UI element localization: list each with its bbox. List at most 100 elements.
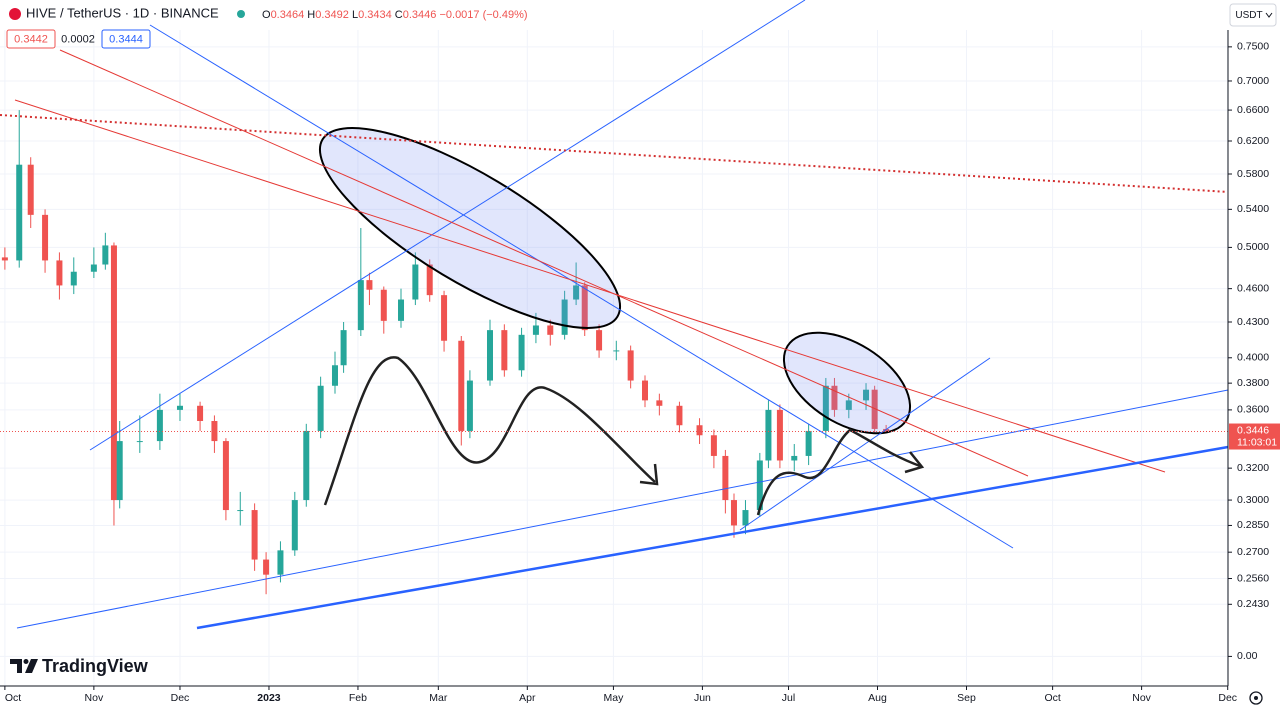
currency-selector[interactable] <box>1229 3 1277 27</box>
y-tick-label: 0.3200 <box>1237 462 1269 474</box>
trend-line <box>739 357 991 531</box>
candle-body <box>863 389 870 401</box>
candle-body <box>441 295 448 341</box>
y-tick-label: 0.6200 <box>1237 135 1269 147</box>
candle-body <box>486 330 493 381</box>
candle-body <box>102 245 109 265</box>
logo-mark <box>10 659 22 673</box>
candle-body <box>613 350 620 352</box>
price-axis: 0.7500 0.7000 0.6600 0.6200 0.5800 0.5400 0.50… <box>1228 41 1280 662</box>
trend-line <box>89 0 806 451</box>
candle-body <box>331 365 338 386</box>
symbol-icon <box>9 8 21 20</box>
candle-body <box>466 380 473 431</box>
legend-label: L <box>352 9 358 21</box>
highlight-ellipse <box>782 331 912 435</box>
y-tick-label: 0.4300 <box>1237 316 1269 328</box>
candle-body <box>56 260 63 286</box>
y-tick-label: 0.5000 <box>1237 241 1269 253</box>
drawings <box>0 0 1229 630</box>
candle-body <box>16 164 23 261</box>
candle-body <box>822 385 829 431</box>
legend-value: 0.3446 <box>403 9 437 21</box>
candle-body <box>696 425 703 436</box>
candle-body <box>765 409 772 461</box>
highlight-ellipse <box>318 127 622 329</box>
candle-body <box>458 340 465 431</box>
candle-body <box>532 325 539 335</box>
candle-body <box>27 164 34 215</box>
candle-body <box>263 559 270 575</box>
x-tick-label: Apr <box>519 692 536 704</box>
candle-body <box>722 455 729 501</box>
trend-line <box>14 99 1166 473</box>
time-axis: Oct Nov Dec 2023 Feb Mar Apr May Jun Jul Aug Sep Oct… <box>4 686 1237 704</box>
dropdown-caret <box>1265 12 1273 18</box>
candle-body <box>547 325 554 335</box>
y-tick-label: 0.5800 <box>1237 168 1269 180</box>
x-tick-label: Oct <box>1044 692 1060 704</box>
candle-body <box>501 330 508 371</box>
settings-icon-center <box>1254 696 1258 700</box>
candle-body <box>317 385 324 431</box>
candle-body <box>642 380 649 401</box>
candle-body <box>845 400 852 410</box>
y-tick-label: 0.4600 <box>1237 282 1269 294</box>
candle-body <box>222 441 229 511</box>
candle-body <box>303 430 310 501</box>
candle-body <box>412 264 419 300</box>
candle-body <box>871 389 878 429</box>
ask-price: 0.3444 <box>109 33 143 45</box>
x-tick-label: Jul <box>782 692 795 704</box>
candle-body <box>237 510 244 512</box>
trend-line <box>0 114 1229 193</box>
candle-body <box>197 405 204 422</box>
legend-value: 0.3464 <box>271 9 305 21</box>
candle-body <box>656 400 663 406</box>
y-tick-label: 0.6600 <box>1237 104 1269 116</box>
x-tick-label: May <box>604 692 625 704</box>
settings-icon[interactable] <box>1249 691 1263 705</box>
logo-mark <box>23 659 29 664</box>
candle-body <box>136 441 143 443</box>
spread: 0.0002 <box>61 33 95 45</box>
ask-box[interactable] <box>101 29 151 49</box>
candle-body <box>116 441 123 501</box>
last-price-label: 0.3446 <box>1237 424 1269 436</box>
y-tick-label: 0.3800 <box>1237 377 1269 389</box>
legend-change: −0.0017 (−0.49%) <box>439 9 527 21</box>
legend-value: 0.3492 <box>315 9 349 21</box>
candle-body <box>70 271 77 286</box>
legend-label: C <box>395 9 403 21</box>
brand-name: TradingView <box>42 656 149 676</box>
candle-body <box>90 264 97 272</box>
y-tick-label: 0.00 <box>1237 650 1258 662</box>
arrow-head <box>639 463 659 486</box>
x-tick-label: Oct <box>5 692 21 704</box>
projection-curve <box>756 428 921 516</box>
candle-body <box>357 280 364 331</box>
x-tick-label: Mar <box>429 692 448 704</box>
y-tick-label: 0.2700 <box>1237 546 1269 558</box>
candle-body <box>742 510 749 526</box>
candle-body <box>573 285 580 300</box>
grid <box>0 30 1229 686</box>
market-status-dot <box>237 10 245 18</box>
legend-value: 0.3434 <box>358 9 392 21</box>
candle-body <box>627 350 634 381</box>
candle-body <box>883 428 890 432</box>
price-axis-panel <box>1228 0 1280 712</box>
countdown: 11:03:01 <box>1237 436 1277 448</box>
candle-body <box>676 405 683 426</box>
candle-body <box>277 550 284 575</box>
x-tick-label: Nov <box>85 692 104 704</box>
legend-label: H <box>307 9 315 21</box>
candle-body <box>791 455 798 461</box>
x-tick-label: 2023 <box>257 692 281 704</box>
currency-label: USDT <box>1235 10 1262 21</box>
brand-logo: TradingView <box>10 656 149 676</box>
bid-box[interactable] <box>6 29 56 49</box>
candle-body <box>710 435 717 456</box>
